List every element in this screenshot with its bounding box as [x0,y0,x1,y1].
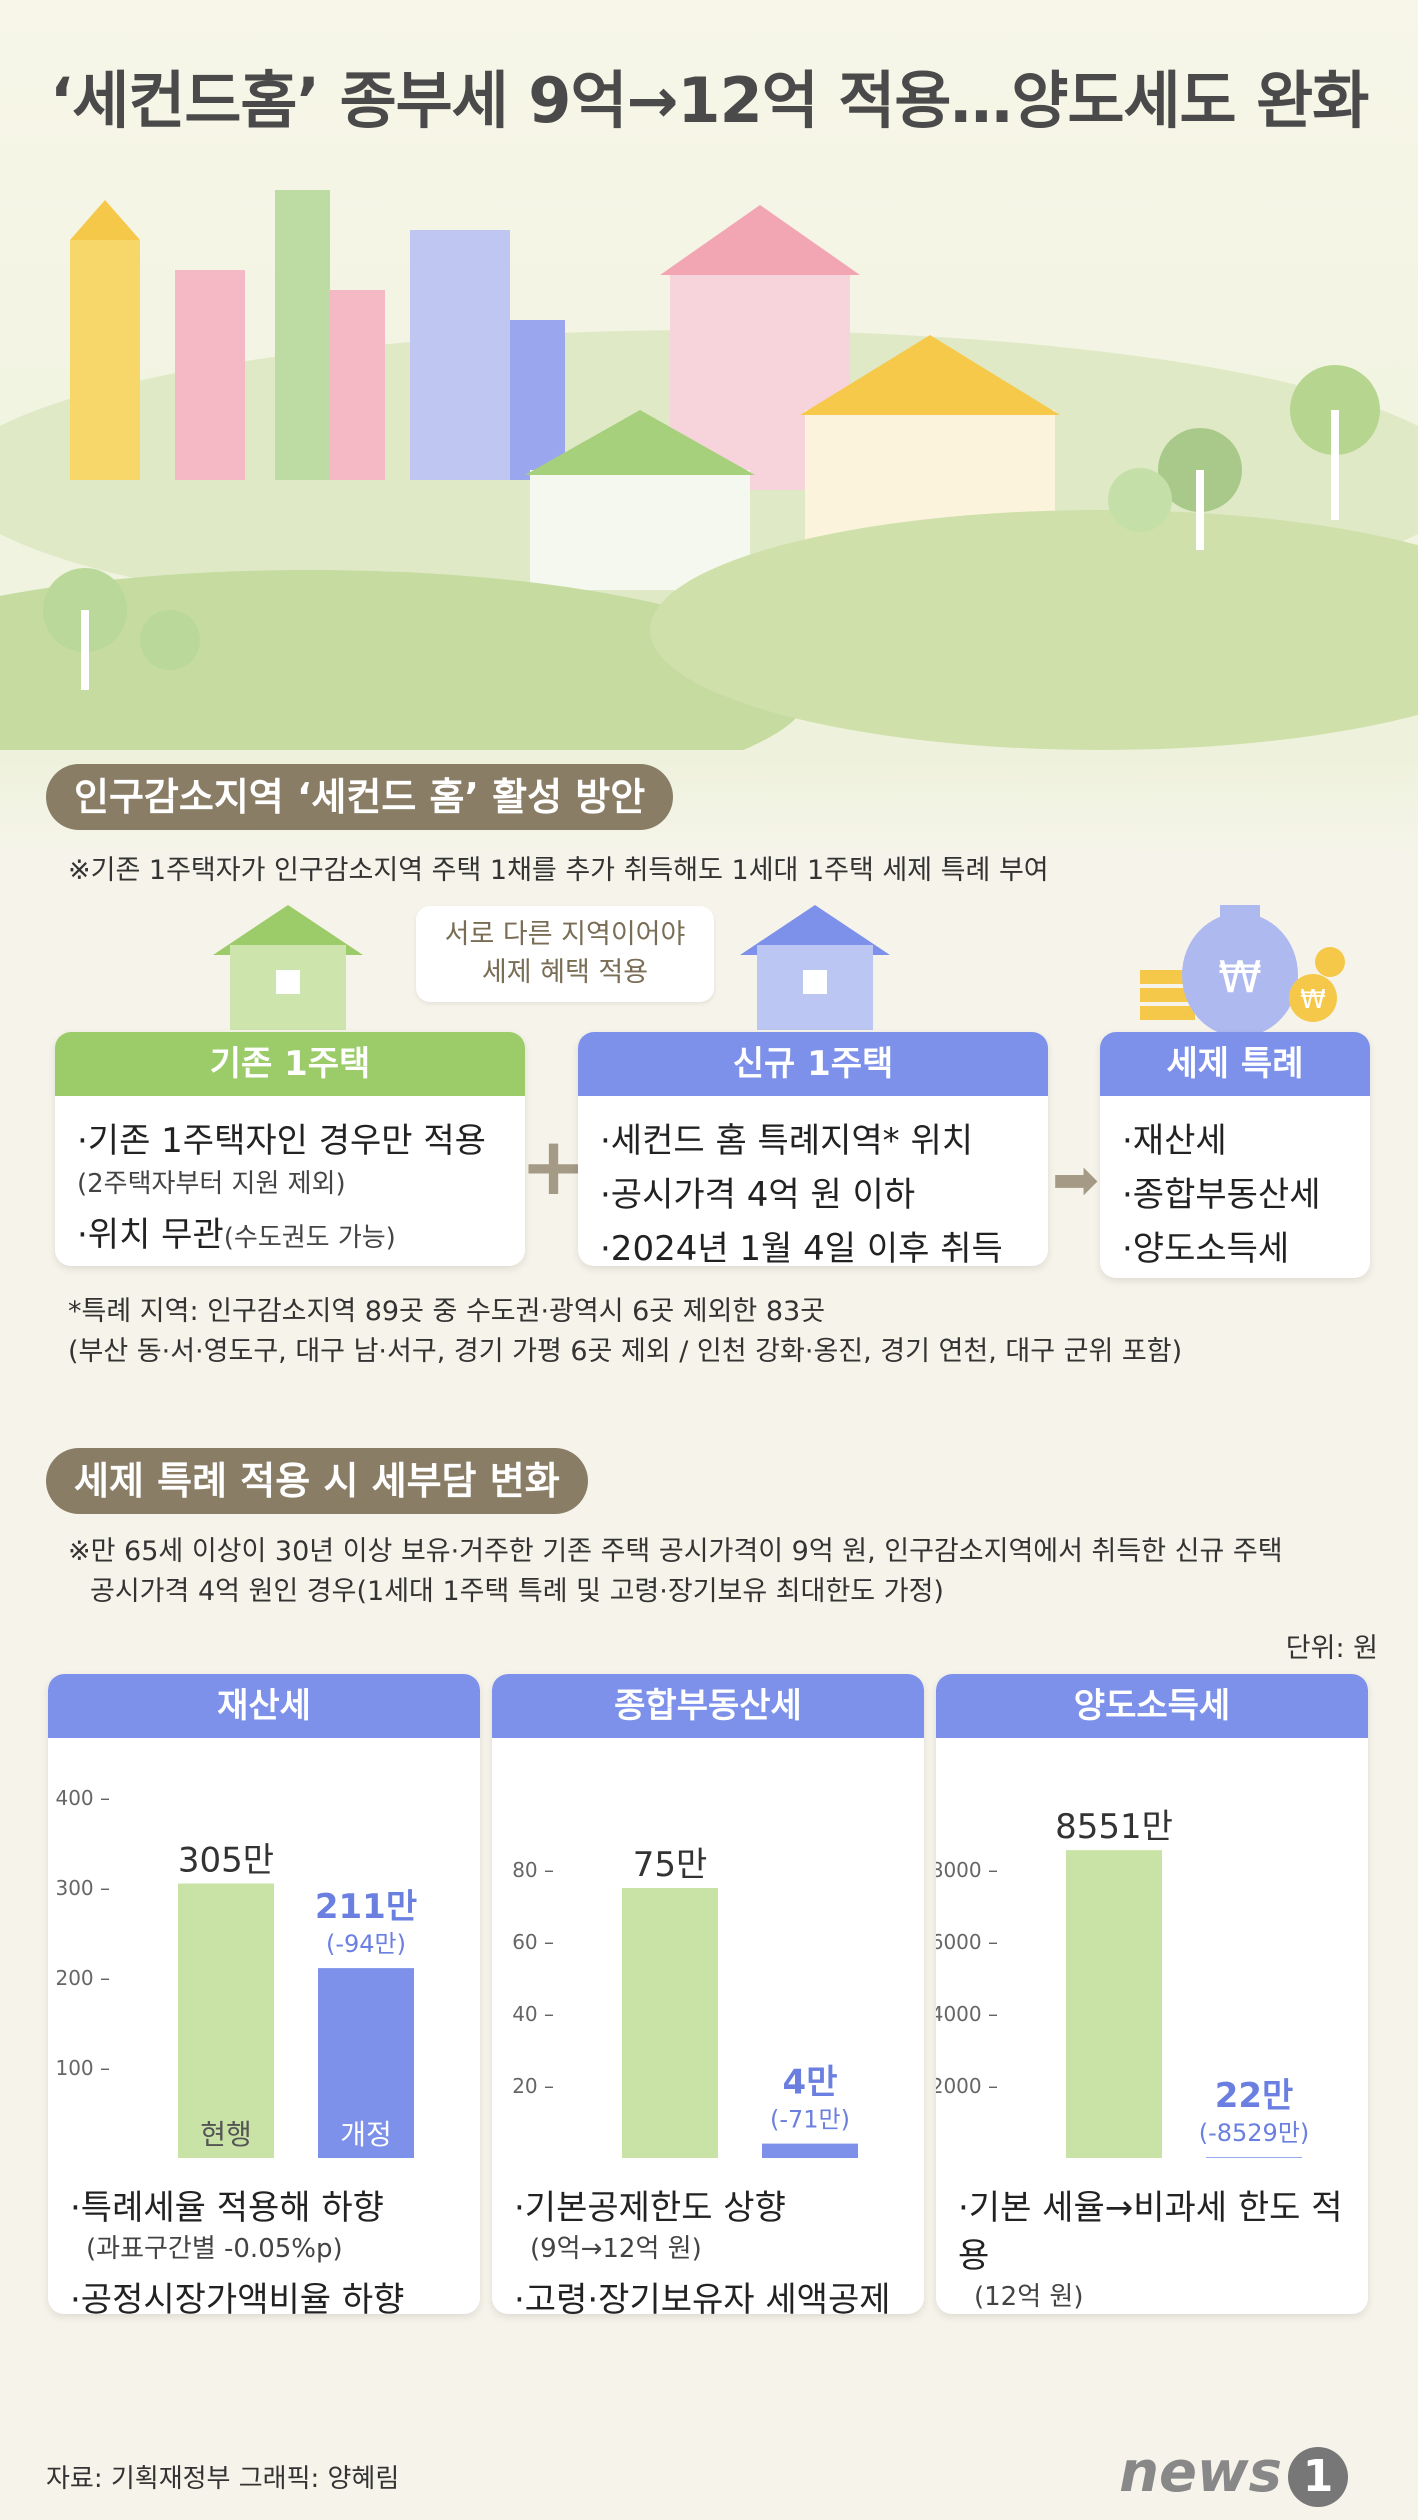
existing-condition-1: ·기존 1주택자인 경우만 적용 [77,1121,486,1161]
note-bullet: ·고령·장기보유자 세액공제 [514,2280,891,2314]
chart-notes: ·기본 세율→비과세 한도 적용(12억 원)·장기보유특별공제(30%→80%… [936,2184,1368,2314]
benefit-item-3: ·양도소득세 [1122,1229,1290,1269]
chart-panel-3: 양도소득세 2000 – 4000 – 6000 – 8000 – 8551만 22만 (-8… [936,1674,1368,2314]
section1-heading: 인구감소지역 ‘세컨드 홈’ 활성 방안 [46,764,674,830]
benefit-item-2: ·종합부동산세 [1122,1175,1321,1215]
y-tick-label: 2000 – [936,2074,998,2098]
plus-sign: + [520,1120,588,1213]
y-tick-label: 40 – [512,2002,554,2026]
bar-value-label: 75만 [633,1845,708,1885]
section2-note-line-1: ※만 65세 이상이 30년 이상 보유·거주한 기존 주택 공시가격이 9억 … [68,1536,1283,1567]
category-label: 현행 [200,2118,252,2151]
note-bullet: ·기본공제한도 상향 [514,2188,786,2228]
special-region-footnote: *특례 지역: 인구감소지역 89곳 중 수도권·광역시 6곳 제외한 83곳 … [68,1292,1182,1372]
tax-benefit-card-title: 세제 특례 [1100,1032,1370,1096]
section2-heading: 세제 특례 적용 시 세부담 변화 [46,1448,588,1514]
chart-panel-2: 종합부동산세 20 – 40 – 60 – 80 – 75만 4만 (-71만) ·기본공제한도… [492,1674,924,2314]
region-condition-bubble: 서로 다른 지역이어야 세제 혜택 적용 [416,906,714,1002]
bar-revised [318,1968,414,2158]
news1-logo: news 1 [1119,2440,1348,2507]
note-bullet: ·특례세율 적용해 하향 [70,2188,384,2228]
unit-label: 단위: 원 [1285,1633,1378,1664]
source-credit: 자료: 기획재정부 그래픽: 양혜림 [46,2464,400,2494]
existing-house-card-title: 기존 1주택 [55,1032,525,1096]
existing-condition-1-sub: (2주택자부터 지원 제외) [77,1169,346,1199]
bar-value-label: 305만 [178,1841,274,1881]
y-tick-label: 200 – [55,1966,110,1990]
bar-current [1066,1850,1162,2158]
y-tick-label: 20 – [512,2074,554,2098]
logo-text: news [1119,2440,1282,2505]
arrow-right-icon: ➡ [1052,1148,1099,1213]
bar-value-label: 8551만 [1055,1807,1173,1847]
bar-revised [762,2143,858,2158]
y-tick-label: 8000 – [936,1858,998,1882]
note-bullet: ·기본 세율→비과세 한도 적용 [958,2188,1343,2276]
page-title: ‘세컨드홈’ 종부세 9억→12억 적용…양도세도 완화 [49,64,1370,137]
y-tick-label: 6000 – [936,1930,998,1954]
chart-title: 양도소득세 [936,1674,1368,1738]
y-tick-label: 400 – [55,1786,110,1810]
bar-revised [1206,2157,1302,2158]
hero-illustration [0,190,1418,750]
note-sub: (9억→12억 원) [530,2234,702,2264]
svg-text:₩: ₩ [1300,985,1326,1015]
existing-condition-2: ·위치 무관 [77,1215,224,1255]
existing-house-icon [213,905,363,1030]
existing-condition-2-sub: (수도권도 가능) [223,1223,396,1253]
bar-value-label: 4만 [783,2063,838,2103]
footnote-line-2: (부산 동·서·영도구, 대구 남·서구, 경기 가평 6곳 제외 / 인천 강… [68,1336,1183,1367]
benefit-item-1: ·재산세 [1122,1121,1227,1161]
section2-note: ※만 65세 이상이 30년 이상 보유·거주한 기존 주택 공시가격이 9억 … [68,1532,1283,1612]
chart-notes: ·기본공제한도 상향(9억→12억 원)·고령·장기보유자 세액공제(미적용→최… [492,2184,924,2314]
chart-title: 종합부동산세 [492,1674,924,1738]
new-house-icon [740,905,890,1030]
y-tick-label: 80 – [512,1858,554,1882]
note-bullet: ·공정시장가액비율 하향 [70,2280,405,2314]
new-condition-3: ·2024년 1월 4일 이후 취득 [600,1229,1003,1269]
chart-title: 재산세 [48,1674,480,1738]
new-condition-1: ·세컨드 홈 특례지역* 위치 [600,1121,974,1161]
note-sub: (과표구간별 -0.05%p) [86,2234,343,2264]
new-condition-2: ·공시가격 4억 원 이하 [600,1175,916,1215]
chart-svg: 2000 – 4000 – 6000 – 8000 – 8551만 22만 (-8529만) [936,1807,1310,2158]
chart-svg: 20 – 40 – 60 – 80 – 75만 4만 (-71만) [512,1845,858,2158]
y-tick-label: 300 – [55,1876,110,1900]
tax-benefit-card: 세제 특례 ·재산세 ·종합부동산세 ·양도소득세 [1100,1032,1370,1278]
category-label: 개정 [340,2118,392,2151]
new-house-card-title: 신규 1주택 [578,1032,1048,1096]
chart-notes: ·특례세율 적용해 하향(과표구간별 -0.05%p)·공정시장가액비율 하향(… [48,2184,480,2314]
change-label: (-71만) [770,2106,850,2134]
bar-current [178,1883,274,2158]
y-tick-label: 60 – [512,1930,554,1954]
bar-value-label: 211만 [315,1887,417,1927]
note-sub: (12억 원) [974,2282,1084,2312]
section1-note: ※기존 1주택자가 인구감소지역 주택 1채를 추가 취득해도 1세대 1주택 … [68,855,1049,886]
new-house-card: 신규 1주택 ·세컨드 홈 특례지역* 위치 ·공시가격 4억 원 이하 ·20… [578,1032,1048,1269]
y-tick-label: 100 – [55,2056,110,2080]
y-tick-label: 4000 – [936,2002,998,2026]
money-bag-icon: ₩ ₩ [1140,905,1345,1037]
footnote-line-1: *특례 지역: 인구감소지역 89곳 중 수도권·광역시 6곳 제외한 83곳 [68,1296,826,1327]
bubble-line-2: 세제 혜택 적용 [481,957,649,988]
section2-note-line-2: 공시가격 4억 원인 경우(1세대 1주택 특례 및 고령·장기보유 최대한도 … [90,1576,944,1607]
change-label: (-94만) [326,1930,406,1958]
logo-mark: 1 [1288,2447,1348,2507]
bar-value-label: 22만 [1215,2076,1294,2116]
svg-text:₩: ₩ [1218,952,1262,1003]
bubble-line-1: 서로 다른 지역이어야 [444,919,686,950]
change-label: (-8529만) [1199,2119,1310,2147]
existing-house-card: 기존 1주택 ·기존 1주택자인 경우만 적용 (2주택자부터 지원 제외) ·… [55,1032,525,1266]
bar-current [622,1888,718,2158]
